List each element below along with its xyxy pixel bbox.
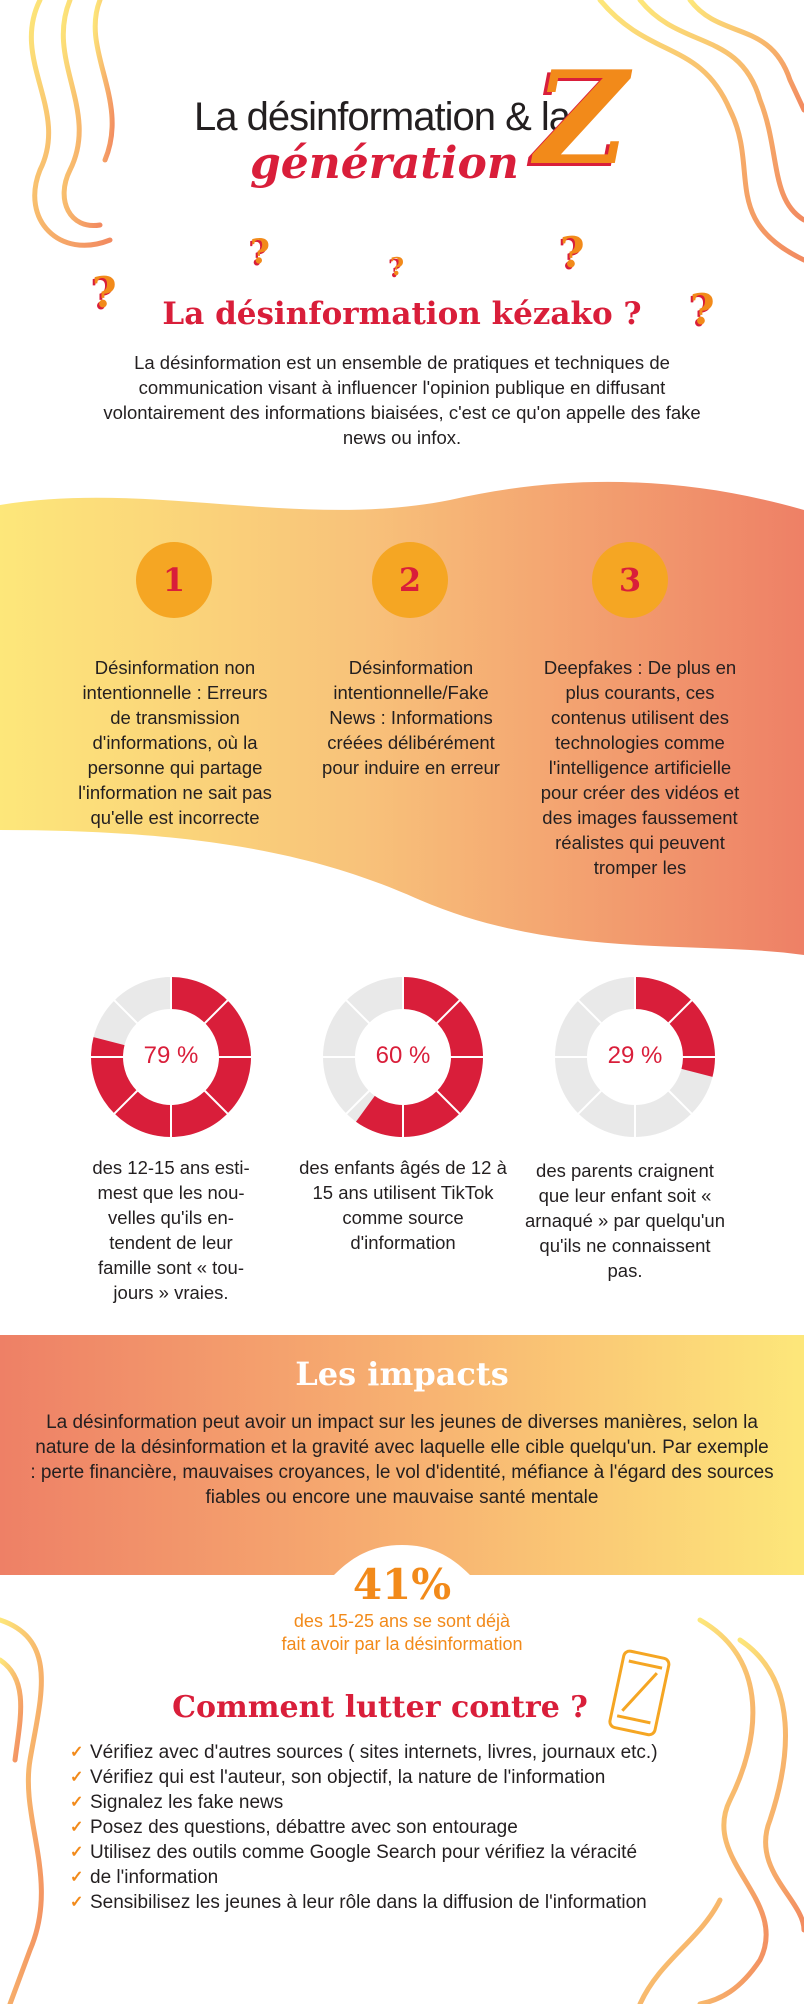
check-icon: ✓ [70, 1894, 84, 1911]
donut-segment-divider [435, 999, 461, 1025]
donut-segment-divider [577, 999, 603, 1025]
stat-1-text: des 12-15 ans esti-mest que les nou-vell… [92, 1157, 250, 1303]
stat-2-label: 60 % [375, 1042, 431, 1069]
list-item: ✓ Signalez les fake news [70, 1792, 284, 1813]
donut-segment-divider [667, 999, 693, 1025]
list-item: ✓ de l'information [70, 1867, 219, 1888]
type-3-number: 3 [592, 542, 668, 618]
wave-lines-top-right [597, 0, 804, 263]
title-generation: génération [250, 138, 519, 189]
donut-segment-divider [203, 1089, 229, 1115]
list-item: ✓ Sensibilisez les jeunes à leur rôle dan… [70, 1892, 647, 1913]
donut-segment-divider [203, 999, 229, 1025]
donut-segment-divider [113, 999, 139, 1025]
type-2-text: Désinformation intentionnelle/Fake News … [322, 657, 500, 778]
question-mark-icon: ? [390, 252, 405, 281]
donut-segment-divider [345, 999, 371, 1025]
donut-segment-divider [113, 1089, 139, 1115]
check-icon: ✓ [70, 1794, 84, 1811]
list-item: ✓ Vérifiez qui est l'auteur, son objectif… [70, 1767, 606, 1788]
type-2-number: 2 [372, 542, 448, 618]
question-mark-icon: ? [92, 268, 117, 317]
donut-chart-79 [90, 976, 252, 1138]
wave-lines-top-left [28, 0, 115, 248]
fight-title: Comment lutter contre ? [172, 1690, 588, 1725]
type-3-text: Deepfakes : De plus en plus courants, ce… [540, 657, 740, 878]
donut-segment-divider [577, 1089, 603, 1115]
check-icon: ✓ [70, 1819, 84, 1836]
list-item: ✓ Posez des questions, débattre avec son … [70, 1817, 518, 1838]
definition-title: La désinformation kézako ? [162, 296, 642, 332]
donut-segment-divider [667, 1089, 693, 1115]
list-item: ✓ Utilisez des outils comme Google Search… [70, 1842, 638, 1863]
title-letter-z: Z [535, 44, 629, 194]
stat-41-text-line2: fait avoir par la désinformation [281, 1634, 523, 1654]
donut-chart-29 [554, 976, 716, 1138]
check-icon: ✓ [70, 1744, 84, 1761]
question-mark-icon: ? [690, 285, 715, 334]
wave-lines-bottom-left [0, 1617, 44, 2004]
tips-list: ✓ Vérifiez avec d'autres sources ( sites … [70, 1740, 770, 1915]
question-mark-icon: ? [250, 232, 270, 272]
stat-41-text-line1: des 15-25 ans se sont déjà [293, 1611, 511, 1631]
stat-2-text: des enfants âgés de 12 à 15 ans utilisen… [299, 1157, 507, 1253]
definition-text: La désinformation est un ensemble de pra… [103, 352, 701, 448]
stat-3-label: 29 % [607, 1042, 663, 1069]
stat-41-value: 41% [352, 1560, 452, 1609]
stat-1-label: 79 % [143, 1042, 199, 1069]
check-icon: ✓ [70, 1769, 84, 1786]
stat-3-text: des parents craignent que leur enfant so… [524, 1160, 725, 1281]
type-1-text: Désinformation non intentionnelle : Erre… [78, 657, 272, 828]
type-1-number: 1 [136, 542, 212, 618]
donut-value-arc [355, 977, 483, 1137]
donut-segment-divider [435, 1089, 461, 1115]
donut-chart-60 [322, 976, 484, 1138]
impacts-background-band [0, 1335, 804, 1575]
check-icon: ✓ [70, 1844, 84, 1861]
list-item: ✓ Vérifiez avec d'autres sources ( sites … [70, 1742, 658, 1763]
title-line1: La désinformation & la [193, 95, 571, 139]
phone-icon [608, 1649, 671, 1737]
impacts-text: La désinformation peut avoir un impact s… [30, 1412, 774, 1508]
wave-lines-bottom-right [637, 1617, 804, 2004]
question-mark-icon: ? [560, 228, 585, 277]
impacts-title: Les impacts [295, 1355, 509, 1393]
stat-41-text: des 15-25 ans se sont déjà fait avoir pa… [0, 1610, 804, 1656]
check-icon: ✓ [70, 1869, 84, 1886]
donut-value-arc [635, 977, 715, 1077]
donut-segment-divider [345, 1089, 371, 1115]
